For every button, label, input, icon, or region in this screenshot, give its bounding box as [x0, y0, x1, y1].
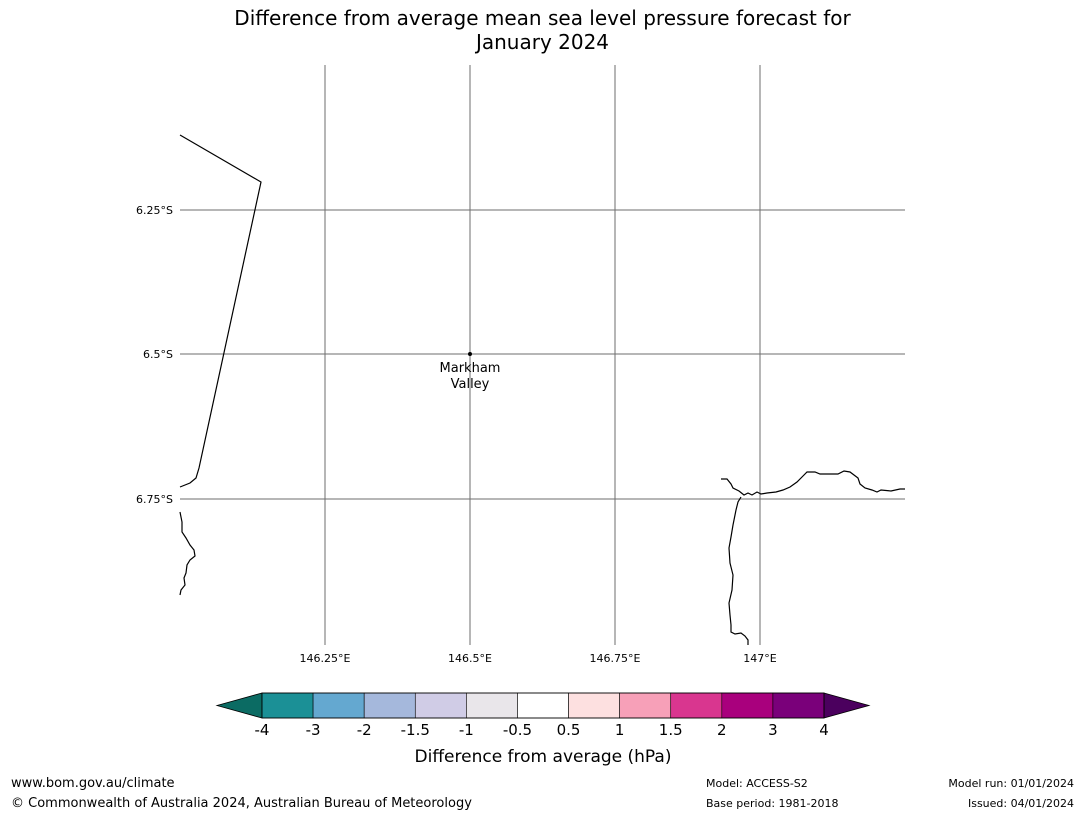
colorbar-segment: [414, 692, 467, 719]
place-marker: [468, 352, 472, 356]
colorbar-segment: [670, 692, 723, 719]
gridlines: [180, 65, 905, 645]
coastline-west: [179, 511, 196, 596]
colorbar-outline: [261, 692, 825, 719]
colorbar-tick-label: -3: [306, 721, 321, 739]
website-link[interactable]: www.bom.gov.au/climate: [11, 776, 175, 791]
colorbar-tick-label: 3: [768, 721, 778, 739]
lat-tick-label: 6.25°S: [136, 204, 173, 217]
issued-text: Issued: 04/01/2024: [967, 797, 1074, 810]
colorbar-tick-label: 4: [819, 721, 829, 739]
colorbar-segment: [772, 692, 825, 719]
place-label-line-2: Valley: [451, 377, 490, 392]
colorbar-segment: [517, 692, 569, 719]
colorbar-over-triangle: [823, 692, 871, 719]
lon-tick-label: 146.25°E: [300, 652, 351, 665]
colorbar-segment: [312, 692, 365, 719]
colorbar-tick-label: -4: [255, 721, 270, 739]
colorbar-label: Difference from average (hPa): [415, 747, 672, 767]
latitude-tick-labels: 6.25°S 6.5°S 6.75°S: [136, 204, 173, 506]
colorbar-segment: [466, 692, 518, 719]
colorbar-ticks: -4 -3 -2 -1.5 -1 -0.5 0.5 1 1.5 2 3 4: [255, 721, 829, 739]
colorbar-segment: [721, 692, 774, 719]
colorbar-segment: [363, 692, 416, 719]
colorbar-segment: [261, 692, 314, 719]
border-line: [179, 134, 262, 488]
lat-tick-label: 6.75°S: [136, 493, 173, 506]
title-line-1: Difference from average mean sea level p…: [234, 6, 851, 30]
lon-tick-label: 146.75°E: [590, 652, 641, 665]
colorbar-tick-label: -1.5: [401, 721, 430, 739]
longitude-tick-labels: 146.25°E 146.5°E 146.75°E 147°E: [300, 652, 777, 665]
lat-tick-label: 6.5°S: [143, 348, 173, 361]
chart-title: Difference from average mean sea level p…: [0, 6, 1085, 54]
lon-tick-label: 146.5°E: [448, 652, 492, 665]
colorbar-tick-label: -0.5: [503, 721, 532, 739]
colorbar-tick-label: 0.5: [557, 721, 581, 739]
coastline-river: [728, 496, 749, 645]
colorbar-tick-label: 1.5: [659, 721, 683, 739]
base-period-text: Base period: 1981-2018: [706, 797, 839, 810]
title-line-2: January 2024: [475, 30, 610, 54]
colorbar-tick-label: 2: [717, 721, 727, 739]
lon-tick-label: 147°E: [743, 652, 776, 665]
model-run-text: Model run: 01/01/2024: [948, 777, 1074, 790]
colorbar-segment: [619, 692, 672, 719]
colorbar-tick-label: -2: [357, 721, 372, 739]
coastlines: [179, 134, 905, 645]
colorbar-under-triangle: [215, 692, 263, 719]
colorbar-segments: [261, 692, 825, 719]
copyright-text: © Commonwealth of Australia 2024, Austra…: [11, 796, 472, 811]
colorbar-segment: [568, 692, 620, 719]
model-text: Model: ACCESS-S2: [706, 777, 808, 790]
colorbar-tick-label: 1: [615, 721, 625, 739]
colorbar: -4 -3 -2 -1.5 -1 -0.5 0.5 1 1.5 2 3 4 Difference fr…: [215, 692, 871, 767]
colorbar-tick-label: -1: [459, 721, 474, 739]
coastline-east: [721, 470, 905, 496]
place-label-line-1: Markham: [440, 361, 501, 376]
